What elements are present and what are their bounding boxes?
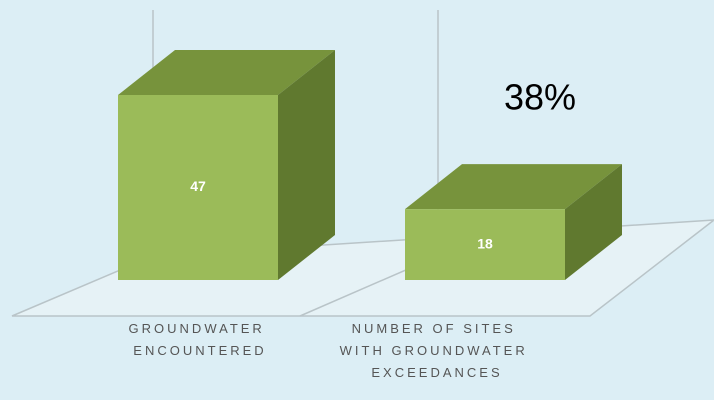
x-tick-label: GROUNDWATER ENCOUNTERED <box>129 321 272 358</box>
bar-side <box>565 164 622 280</box>
value-label: 18 <box>477 235 493 251</box>
bar-top <box>405 164 622 210</box>
bar-top <box>118 50 335 95</box>
annotation: 38% <box>504 77 576 118</box>
value-label: 47 <box>190 178 206 194</box>
bar <box>405 209 565 280</box>
bar-side <box>278 50 335 280</box>
bar <box>118 95 278 280</box>
x-tick-label: NUMBER OF SITES WITH GROUNDWATER EXCEEDA… <box>340 321 535 380</box>
